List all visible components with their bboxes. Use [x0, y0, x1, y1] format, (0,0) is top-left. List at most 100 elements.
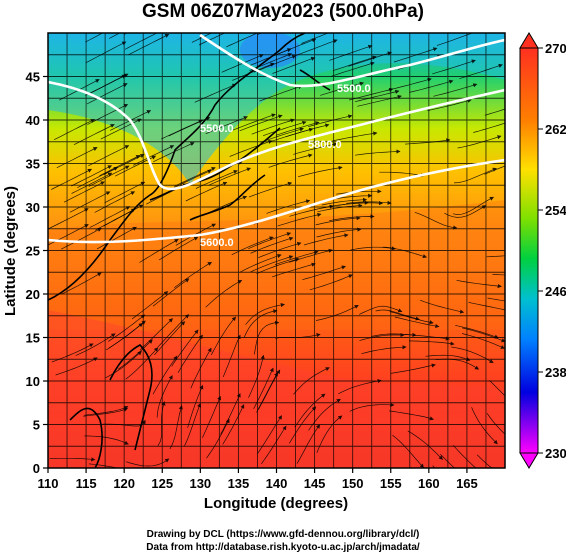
streamline — [158, 236, 199, 261]
streamline — [432, 59, 476, 75]
streamline — [99, 155, 141, 177]
streamline — [55, 357, 98, 376]
colorbar: 270 262 254 246 238 230 — [519, 32, 566, 469]
colorbar-tick-label: 246 — [545, 284, 566, 299]
streamline — [205, 116, 248, 135]
streamline — [329, 214, 375, 222]
streamline — [394, 316, 440, 329]
streamline — [297, 165, 343, 178]
streamline — [272, 56, 316, 74]
colorbar-tick-label: 254 — [545, 203, 566, 218]
y-tick-label: 30 — [26, 200, 40, 215]
streamline — [468, 302, 505, 311]
streamline — [389, 410, 434, 421]
y-tick-label: 45 — [26, 70, 40, 85]
streamline — [232, 62, 275, 81]
contour-label-4: 5600.0 — [200, 237, 234, 249]
x-tick-label: 130 — [189, 476, 211, 491]
streamline — [266, 199, 311, 214]
streamline — [187, 384, 204, 428]
streamline — [85, 33, 104, 43]
streamline — [332, 131, 378, 142]
y-tick-label: 25 — [26, 244, 40, 259]
x-tick-label: 115 — [76, 476, 97, 491]
streamline — [260, 127, 304, 143]
streamline — [361, 345, 407, 355]
streamline — [308, 114, 353, 128]
streamline — [131, 291, 169, 320]
streamline — [492, 274, 505, 276]
streamline — [309, 274, 353, 291]
contour-label-1: 5500.0 — [337, 83, 371, 95]
streamline — [375, 309, 420, 321]
streamline — [261, 425, 287, 465]
streamline — [51, 168, 93, 190]
streamline — [205, 279, 243, 308]
streamline — [275, 121, 320, 136]
streamline — [95, 208, 136, 231]
streamline — [420, 299, 465, 314]
streamline — [271, 262, 316, 278]
streamline — [337, 201, 384, 206]
x-tick-label: 125 — [151, 476, 173, 491]
streamline — [414, 211, 458, 230]
streamline — [486, 413, 505, 435]
streamline — [476, 454, 493, 468]
streamline — [256, 257, 300, 275]
streamline — [251, 118, 295, 135]
streamline — [84, 435, 129, 445]
streamline — [100, 118, 142, 140]
streamline — [194, 83, 237, 103]
streamline — [139, 318, 174, 350]
streamline — [96, 226, 137, 250]
streamline — [257, 33, 263, 35]
streamline — [88, 165, 130, 187]
streamline — [359, 305, 403, 315]
streamline — [390, 363, 436, 374]
streamline — [338, 379, 382, 395]
x-axis-title: Longitude (degrees) — [204, 495, 348, 512]
streamline — [407, 430, 443, 460]
y-tick-label: 20 — [26, 287, 40, 302]
streamline — [108, 33, 121, 39]
streamline — [456, 279, 502, 289]
streamline — [169, 405, 183, 450]
streamline — [191, 33, 213, 43]
streamline — [61, 227, 102, 250]
x-tick-label: 110 — [38, 476, 59, 491]
contour-label-3: 5800.0 — [308, 139, 342, 151]
streamline — [461, 333, 505, 349]
y-tick-label: 15 — [26, 331, 40, 346]
streamline — [427, 98, 472, 111]
streamline — [405, 138, 451, 145]
streamline — [285, 123, 330, 138]
y-tick-label: 10 — [26, 374, 40, 389]
streamline — [152, 355, 178, 395]
streamline — [455, 324, 499, 339]
y-tick-label: 5 — [33, 418, 40, 433]
streamline — [294, 393, 326, 428]
y-tick-label: 40 — [26, 113, 40, 128]
map-title: GSM 06Z07May2023 (500.0hPa) — [142, 1, 424, 22]
streamline — [125, 347, 159, 380]
y-axis: 0 5 10 15 20 25 30 35 40 45 — [26, 70, 48, 476]
streamline — [83, 407, 129, 417]
colorbar-bottom-triangle — [519, 452, 539, 469]
lat-lon-grid — [48, 33, 505, 468]
streamline — [210, 316, 237, 356]
y-tick-label: 35 — [26, 157, 40, 172]
streamline — [487, 297, 505, 302]
streamline — [409, 79, 454, 93]
streamline — [226, 33, 259, 48]
streamline — [69, 191, 111, 213]
streamline — [262, 120, 307, 137]
streamline — [258, 242, 302, 259]
streamline — [123, 33, 125, 34]
x-tick-label: 165 — [456, 476, 478, 491]
streamline — [462, 327, 505, 343]
x-tick-label: 155 — [380, 476, 402, 491]
cold-core — [240, 33, 300, 68]
streamline — [253, 54, 297, 73]
y-tick-label: 0 — [33, 461, 40, 476]
streamline — [389, 311, 434, 325]
